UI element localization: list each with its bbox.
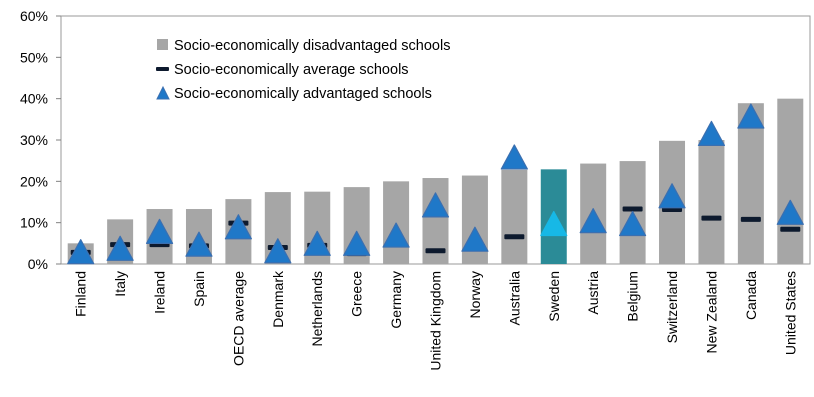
triangle-marker <box>67 239 95 265</box>
triangle-marker <box>106 235 134 261</box>
legend: Socio-economically disadvantaged schools… <box>156 38 450 102</box>
x-tick-label: United Kingdom <box>428 271 444 371</box>
legend-swatch-dash <box>156 67 169 71</box>
dash-marker <box>701 215 722 221</box>
triangle-series <box>67 103 804 265</box>
y-tick-label: 60% <box>20 8 48 24</box>
x-tick-label: Switzerland <box>664 271 680 343</box>
x-tick-label: United States <box>782 271 798 355</box>
dash-marker <box>504 234 525 240</box>
triangle-marker <box>776 199 804 225</box>
triangle-marker <box>579 208 607 234</box>
y-tick-label: 0% <box>28 256 48 272</box>
x-tick-label: Canada <box>743 271 759 320</box>
x-tick-label: Belgium <box>625 271 641 322</box>
x-tick-label: Sweden <box>546 271 562 322</box>
triangle-marker <box>737 103 765 129</box>
triangle-marker <box>658 183 686 209</box>
x-tick-label: Germany <box>388 271 404 329</box>
triangle-marker <box>185 231 213 257</box>
triangle-marker <box>382 222 410 248</box>
triangle-marker <box>303 230 331 256</box>
dash-marker <box>425 248 446 254</box>
dash-marker <box>780 226 801 232</box>
x-axis: Finland Italy Ireland Spain OECD average Denm… <box>73 270 799 371</box>
x-tick-label: Ireland <box>152 271 168 314</box>
legend-label: Socio-economically disadvantaged schools <box>174 38 450 54</box>
triangle-marker <box>264 238 292 264</box>
triangle-marker <box>500 144 528 170</box>
triangle-marker <box>343 230 371 256</box>
bar <box>737 103 764 264</box>
legend-swatch-triangle <box>156 85 170 100</box>
triangle-marker <box>224 214 252 240</box>
x-tick-label: Netherlands <box>309 271 325 347</box>
triangle-marker <box>619 210 647 237</box>
triangle-marker <box>145 218 174 244</box>
x-tick-label: Denmark <box>270 270 286 328</box>
legend-label: Socio-economically advantaged schools <box>174 86 432 102</box>
triangle-marker <box>540 210 568 237</box>
y-tick-label: 20% <box>20 173 48 189</box>
x-tick-label: Finland <box>73 271 89 317</box>
x-tick-label: Italy <box>112 271 128 297</box>
legend-label: Socio-economically average schools <box>174 62 409 78</box>
triangle-marker <box>461 226 489 252</box>
y-tick-label: 30% <box>20 132 48 148</box>
dash-marker <box>740 216 761 222</box>
legend-swatch-bar <box>157 39 168 50</box>
y-tick-label: 50% <box>20 49 48 65</box>
dash-marker <box>622 206 643 212</box>
x-tick-label: Australia <box>506 271 522 326</box>
triangle-marker <box>421 192 450 218</box>
y-axis: 0% 10% 20% 30% 40% 50% 60% <box>20 8 61 272</box>
triangle-marker <box>697 120 726 146</box>
bar <box>698 140 725 264</box>
y-tick-label: 40% <box>20 91 48 107</box>
x-tick-label: OECD average <box>230 271 246 366</box>
bar <box>777 98 804 265</box>
y-tick-label: 10% <box>20 215 48 231</box>
bar <box>501 169 528 264</box>
x-tick-label: Norway <box>467 271 483 318</box>
x-tick-label: Spain <box>191 271 207 307</box>
x-tick-label: New Zealand <box>703 271 719 354</box>
x-tick-label: Greece <box>349 271 365 317</box>
x-tick-label: Austria <box>585 271 601 315</box>
